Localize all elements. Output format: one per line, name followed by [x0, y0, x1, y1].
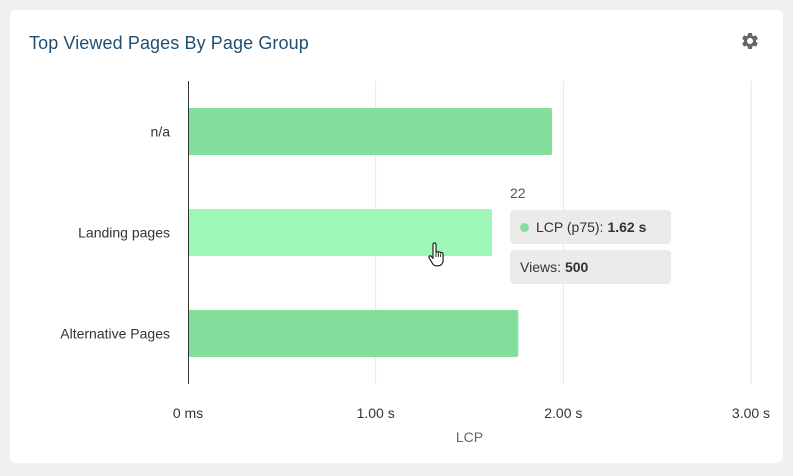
x-tick-label: 0 ms	[173, 405, 203, 421]
series-dot-icon	[520, 222, 529, 232]
bar[interactable]	[188, 209, 493, 256]
tooltip-views-row: Views: 500	[510, 250, 671, 284]
x-tick-label: 1.00 s	[357, 405, 395, 421]
x-tick-label: 3.00 s	[732, 405, 770, 421]
tooltip-views-label: Views:	[520, 259, 561, 275]
gear-icon[interactable]	[740, 31, 760, 51]
gear-icon-svg	[742, 32, 758, 49]
tooltip-metric-row: LCP (p75): 1.62 s	[510, 210, 671, 244]
hand-cursor-icon	[427, 242, 447, 268]
category-label: n/a	[151, 124, 171, 140]
tooltip-metric-value: 1.62 s	[607, 219, 647, 235]
tooltip-header: 22	[510, 185, 526, 201]
bar[interactable]	[188, 108, 553, 155]
x-tick-label: 2.00 s	[544, 405, 582, 421]
chart-title: Top Viewed Pages By Page Group	[29, 33, 309, 53]
category-label: Alternative Pages	[60, 326, 170, 342]
category-label: Landing pages	[78, 225, 170, 241]
tooltip-metric-label: LCP (p75):	[536, 219, 604, 235]
tooltip-views-value: 500	[564, 259, 589, 275]
bar[interactable]	[188, 310, 519, 357]
x-axis-title: LCP	[456, 429, 483, 445]
